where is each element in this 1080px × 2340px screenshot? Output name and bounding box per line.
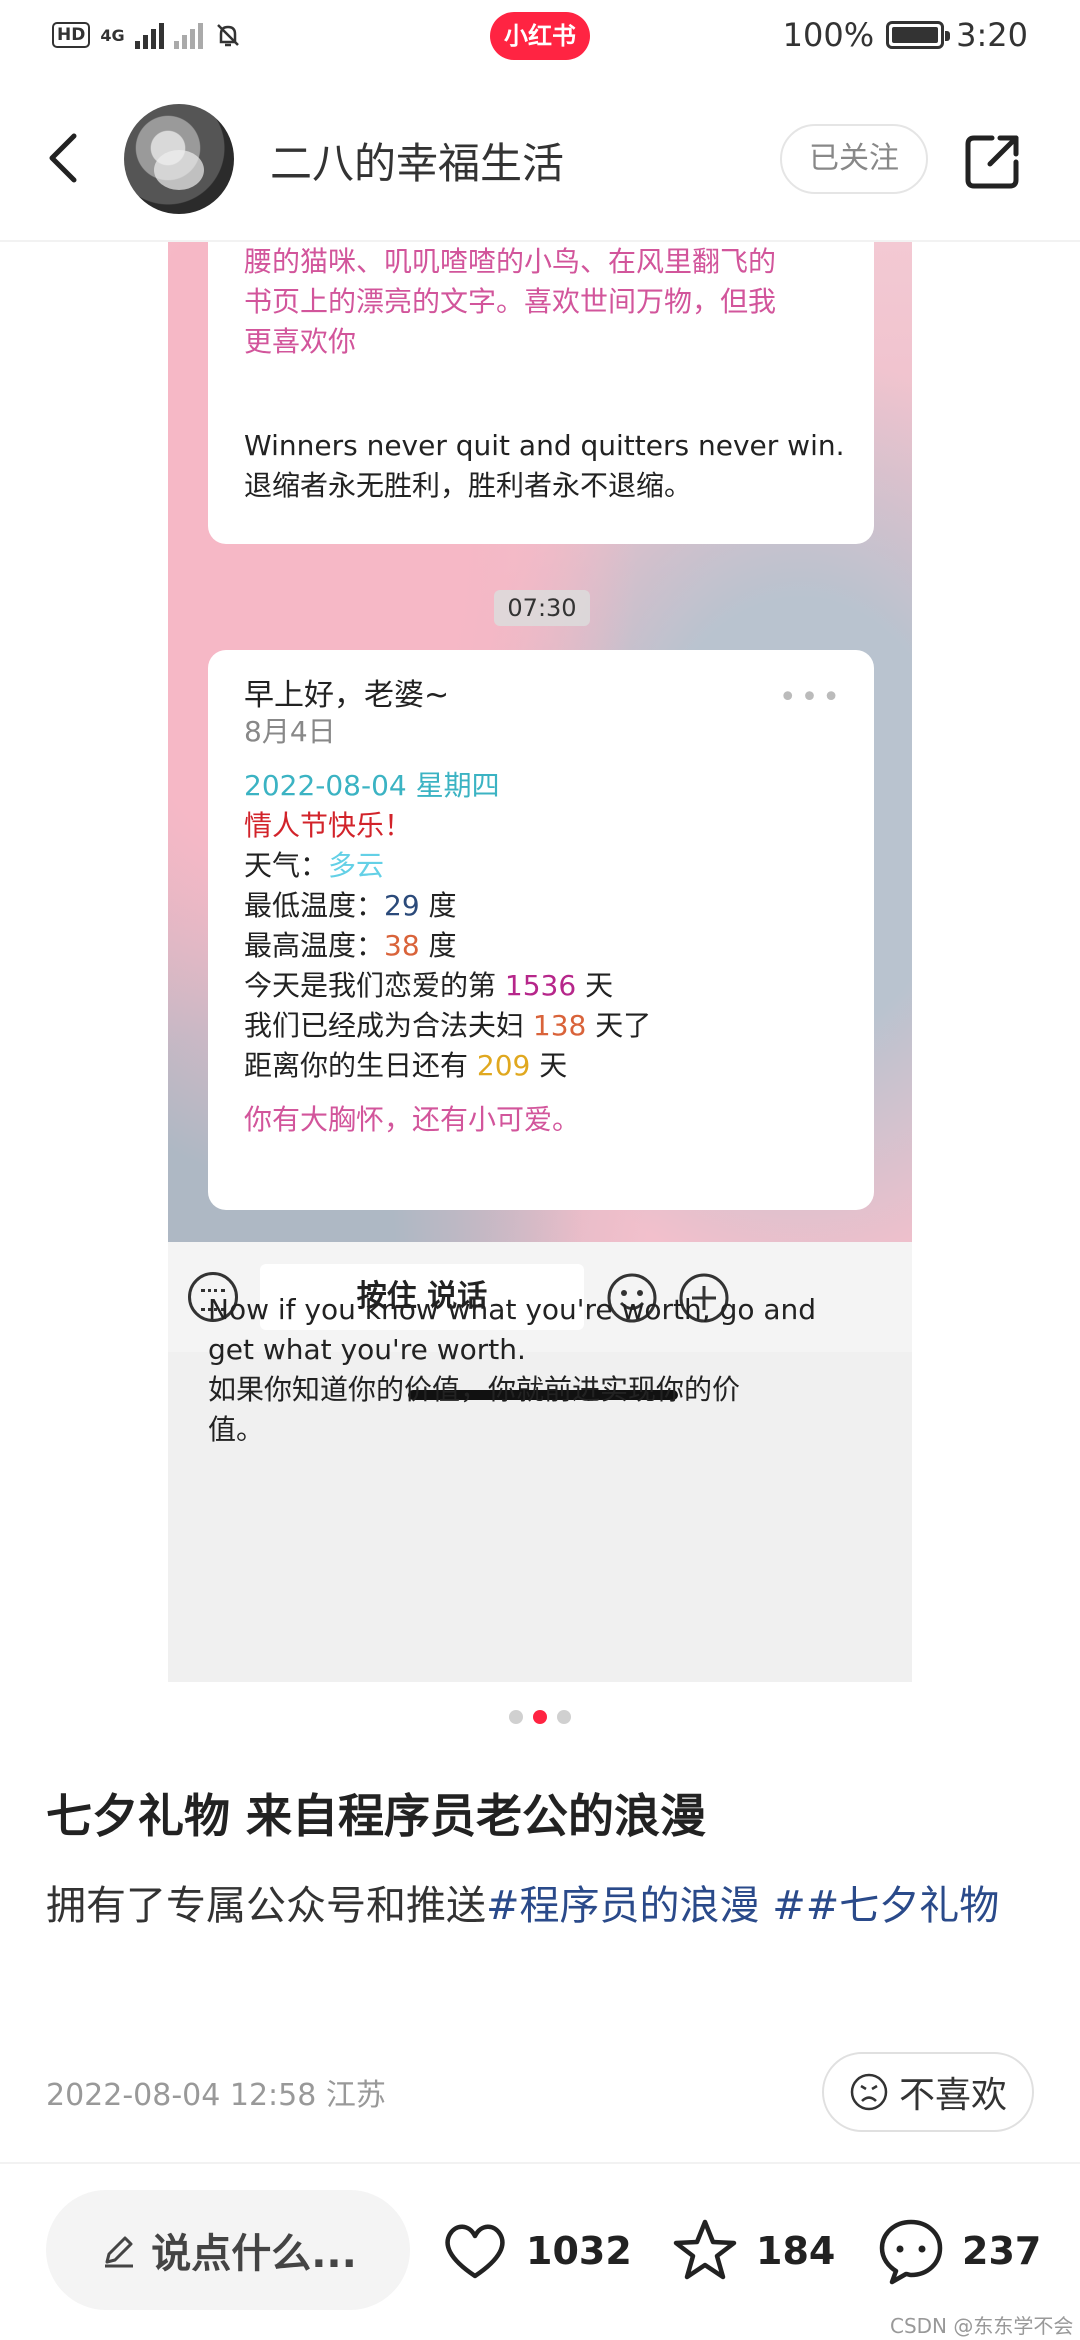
status-bar: HD 4G 小红书 100% 3:20 bbox=[0, 0, 1080, 74]
sweet-line: 你有大胸怀，还有小可爱。 bbox=[244, 1103, 581, 1136]
author-avatar[interactable] bbox=[124, 104, 234, 214]
chat-input-bar: 按住 说话 bbox=[168, 1242, 912, 1352]
hashtag-qixi-gift[interactable]: ##七夕礼物 bbox=[759, 1883, 1000, 1929]
post-meta: 2022-08-04 12:58 江苏 bbox=[46, 2078, 386, 2113]
status-left: HD 4G bbox=[52, 20, 243, 50]
weather-label: 天气： bbox=[244, 849, 329, 882]
quote-cn-line-1: 如果你知道你的价值，你就前进实现你的价 bbox=[208, 1373, 741, 1406]
collect-button[interactable]: 184 bbox=[668, 2214, 835, 2288]
network-label: 4G bbox=[100, 25, 125, 45]
collect-count: 184 bbox=[756, 2229, 836, 2273]
love-days-value: 1536 bbox=[504, 969, 577, 1002]
star-icon bbox=[673, 2219, 737, 2280]
low-temp-line: 最低温度：29 度 bbox=[244, 886, 457, 926]
post-description: 拥有了专属公众号和推送#程序员的浪漫 ##七夕礼物 bbox=[46, 1870, 1036, 1942]
signal-icon bbox=[134, 21, 164, 49]
quote-en-line-1: Now if you know what you're worth, go an… bbox=[208, 1293, 817, 1326]
hashtag-programmer-romance[interactable]: #程序员的浪漫 bbox=[486, 1883, 760, 1929]
hd-icon: HD bbox=[52, 22, 91, 48]
message-bubble-2: ••• 早上好，老婆~ 8月4日 2022-08-04 星期四 情人节快乐！ 天… bbox=[208, 650, 874, 1210]
msg1-line-2: 书页上的漂亮的文字。喜欢世间万物，但我 bbox=[244, 285, 777, 318]
high-temp-unit: 度 bbox=[419, 929, 457, 962]
post-image[interactable]: 腰的猫咪、叽叽喳喳的小鸟、在风里翻飞的 书页上的漂亮的文字。喜欢世间万物，但我 … bbox=[168, 242, 912, 1682]
plus-icon[interactable] bbox=[678, 1272, 730, 1324]
home-indicator bbox=[408, 1390, 678, 1400]
message-bubble-1: 腰的猫咪、叽叽喳喳的小鸟、在风里翻飞的 书页上的漂亮的文字。喜欢世间万物，但我 … bbox=[208, 242, 874, 544]
weather-line: 天气：多云 bbox=[244, 846, 384, 886]
screenshot-footer bbox=[168, 1352, 912, 1682]
comment-placeholder: 说点什么... bbox=[151, 2231, 357, 2277]
quote-en-line-2: get what you're worth. bbox=[208, 1333, 526, 1366]
brand-badge: 小红书 bbox=[490, 12, 590, 60]
hold-to-talk-button[interactable]: 按住 说话 bbox=[260, 1264, 584, 1330]
low-temp-label: 最低温度： bbox=[244, 889, 385, 922]
high-temp-value: 38 bbox=[384, 929, 420, 962]
msg2-date: 8月4日 bbox=[244, 715, 336, 748]
back-arrow-icon[interactable] bbox=[36, 128, 96, 188]
bottom-divider bbox=[0, 2162, 1080, 2164]
follow-button[interactable]: 已关注 bbox=[780, 124, 928, 194]
battery-percent: 100% bbox=[782, 16, 875, 54]
comment-bubble-icon bbox=[879, 2219, 943, 2285]
birthday-unit: 天 bbox=[530, 1049, 568, 1082]
share-icon[interactable] bbox=[962, 130, 1024, 192]
pencil-icon bbox=[105, 2236, 134, 2268]
low-temp-value: 29 bbox=[384, 889, 420, 922]
comment-count: 237 bbox=[962, 2229, 1042, 2273]
keyboard-icon[interactable] bbox=[188, 1272, 238, 1322]
low-temp-unit: 度 bbox=[419, 889, 457, 922]
married-days-label: 我们已经成为合法夫妇 bbox=[244, 1009, 533, 1042]
post-title: 七夕礼物 来自程序员老公的浪漫 bbox=[46, 1789, 707, 1843]
birthday-value: 209 bbox=[476, 1049, 531, 1082]
post-desc-text: 拥有了专属公众号和推送 bbox=[46, 1883, 486, 1929]
pager-dot-active[interactable] bbox=[533, 1710, 547, 1724]
watermark: CSDN @东东学不会 bbox=[890, 2314, 1074, 2338]
pager-dot[interactable] bbox=[557, 1710, 571, 1724]
high-temp-line: 最高温度：38 度 bbox=[244, 926, 457, 966]
birthday-label: 距离你的生日还有 bbox=[244, 1049, 477, 1082]
dislike-label: 不喜欢 bbox=[898, 2075, 1007, 2116]
married-days-value: 138 bbox=[532, 1009, 587, 1042]
married-days-unit: 天了 bbox=[586, 1009, 652, 1042]
like-button[interactable]: 1032 bbox=[438, 2214, 632, 2288]
msg1-quote-en: Winners never quit and quitters never wi… bbox=[244, 429, 845, 462]
love-days-unit: 天 bbox=[576, 969, 614, 1002]
msg2-title: 早上好，老婆~ bbox=[244, 678, 450, 713]
comment-input[interactable]: 说点什么... bbox=[46, 2190, 410, 2310]
weather-value: 多云 bbox=[328, 849, 385, 882]
message-time: 07:30 bbox=[494, 590, 590, 626]
msg1-line-3: 更喜欢你 bbox=[244, 325, 357, 358]
like-count: 1032 bbox=[526, 2229, 632, 2273]
bell-muted-icon bbox=[216, 24, 239, 47]
love-days-label: 今天是我们恋爱的第 bbox=[244, 969, 505, 1002]
status-right: 100% 3:20 bbox=[783, 16, 1028, 54]
emoji-icon[interactable] bbox=[606, 1272, 658, 1324]
comment-button[interactable]: 237 bbox=[874, 2214, 1041, 2288]
high-temp-label: 最高温度： bbox=[244, 929, 385, 962]
signal-icon-secondary bbox=[173, 21, 203, 49]
header-divider bbox=[0, 240, 1080, 242]
birthday-line: 距离你的生日还有 209 天 bbox=[244, 1046, 567, 1086]
date-line: 2022-08-04 星期四 bbox=[244, 769, 500, 802]
msg1-quote-cn: 退缩者永无胜利，胜利者永不退缩。 bbox=[244, 469, 693, 502]
holiday-line: 情人节快乐！ bbox=[244, 809, 413, 842]
msg1-line-1: 腰的猫咪、叽叽喳喳的小鸟、在风里翻飞的 bbox=[244, 245, 777, 278]
clock: 3:20 bbox=[956, 16, 1028, 54]
quote-cn-line-2: 值。 bbox=[208, 1413, 265, 1446]
more-dots-icon[interactable]: ••• bbox=[778, 680, 844, 715]
msg2-quote: Now if you know what you're worth, go an… bbox=[208, 1290, 874, 1450]
heart-icon bbox=[445, 2224, 505, 2279]
image-pager bbox=[0, 1710, 1080, 1724]
pager-dot[interactable] bbox=[509, 1710, 523, 1724]
dislike-button[interactable]: 不喜欢 bbox=[822, 2052, 1034, 2132]
note-header: 二八的幸福生活 已关注 bbox=[0, 100, 1080, 220]
frown-icon bbox=[850, 2073, 888, 2111]
married-days-line: 我们已经成为合法夫妇 138 天了 bbox=[244, 1006, 651, 1046]
love-days-line: 今天是我们恋爱的第 1536 天 bbox=[244, 966, 613, 1006]
battery-icon bbox=[886, 21, 951, 49]
author-name[interactable]: 二八的幸福生活 bbox=[270, 139, 565, 188]
